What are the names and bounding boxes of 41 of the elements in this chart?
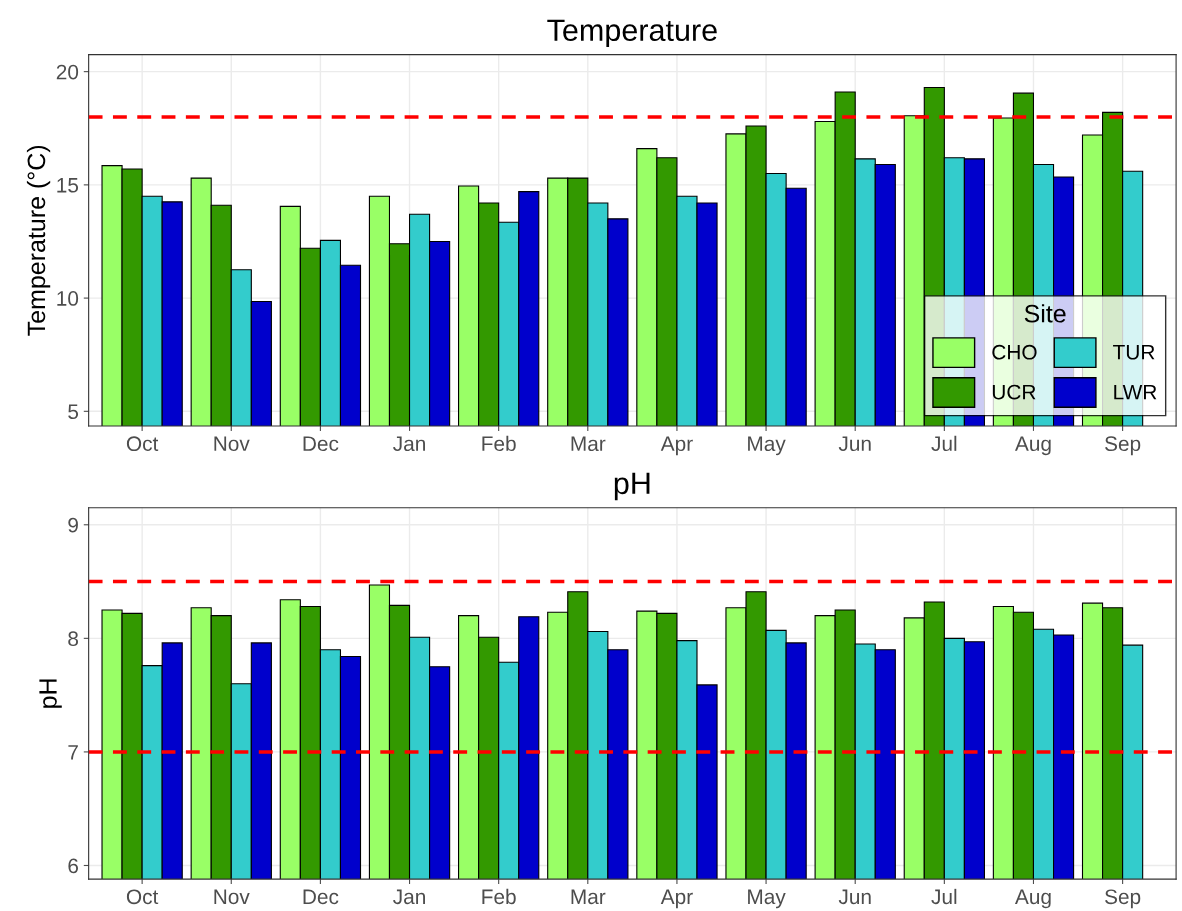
x-tick-label: Sep	[1105, 889, 1141, 909]
y-tick-label: 20	[56, 64, 79, 80]
x-tick-label: Jul	[931, 435, 957, 452]
legend-label: TUR	[1113, 345, 1155, 360]
x-tick-label: Jan	[393, 889, 425, 905]
legend-label: CHO	[992, 344, 1037, 360]
x-tick-label: Nov	[214, 436, 250, 452]
y-tick-label: 5	[68, 404, 79, 420]
x-tick-label: Nov	[214, 889, 250, 905]
x-tick-label: Sep	[1105, 436, 1141, 456]
y-tick-label: 7	[68, 745, 78, 760]
x-tick-label: May	[748, 436, 786, 456]
x-tick-label: Feb	[482, 888, 516, 905]
x-tick-label: Mar	[571, 436, 606, 452]
y-tick-label: 8	[68, 631, 79, 647]
y-axis-title: pH	[39, 679, 62, 708]
chart-title: Temperature	[547, 19, 717, 48]
x-tick-label: Dec	[303, 889, 339, 905]
y-tick-label: 6	[68, 858, 79, 874]
x-tick-label: Dec	[303, 436, 339, 452]
x-tick-label: Jun	[838, 436, 871, 452]
x-tick-label: Oct	[126, 436, 159, 452]
x-tick-label: Aug	[1014, 436, 1051, 456]
x-tick-label: Oct	[126, 889, 159, 905]
y-tick-label: 9	[68, 517, 78, 533]
legend-label: LWR	[1114, 384, 1157, 400]
x-tick-label: May	[748, 889, 786, 909]
y-tick-label: 10	[57, 291, 79, 306]
legend-label: UCR	[992, 384, 1036, 400]
x-tick-label: Apr	[660, 889, 693, 909]
x-tick-label: Apr	[660, 436, 693, 456]
y-axis-title: Temperature (°C)	[26, 145, 51, 336]
x-tick-label: Aug	[1014, 889, 1051, 909]
x-tick-label: Feb	[482, 435, 516, 452]
legend-title: Site	[1024, 304, 1066, 323]
x-tick-label: Jun	[838, 889, 871, 905]
chart-title: pH	[614, 472, 650, 501]
x-tick-label: Jul	[931, 888, 957, 905]
y-tick-label: 15	[57, 178, 79, 193]
x-tick-label: Mar	[571, 889, 606, 905]
x-tick-label: Jan	[393, 436, 425, 452]
